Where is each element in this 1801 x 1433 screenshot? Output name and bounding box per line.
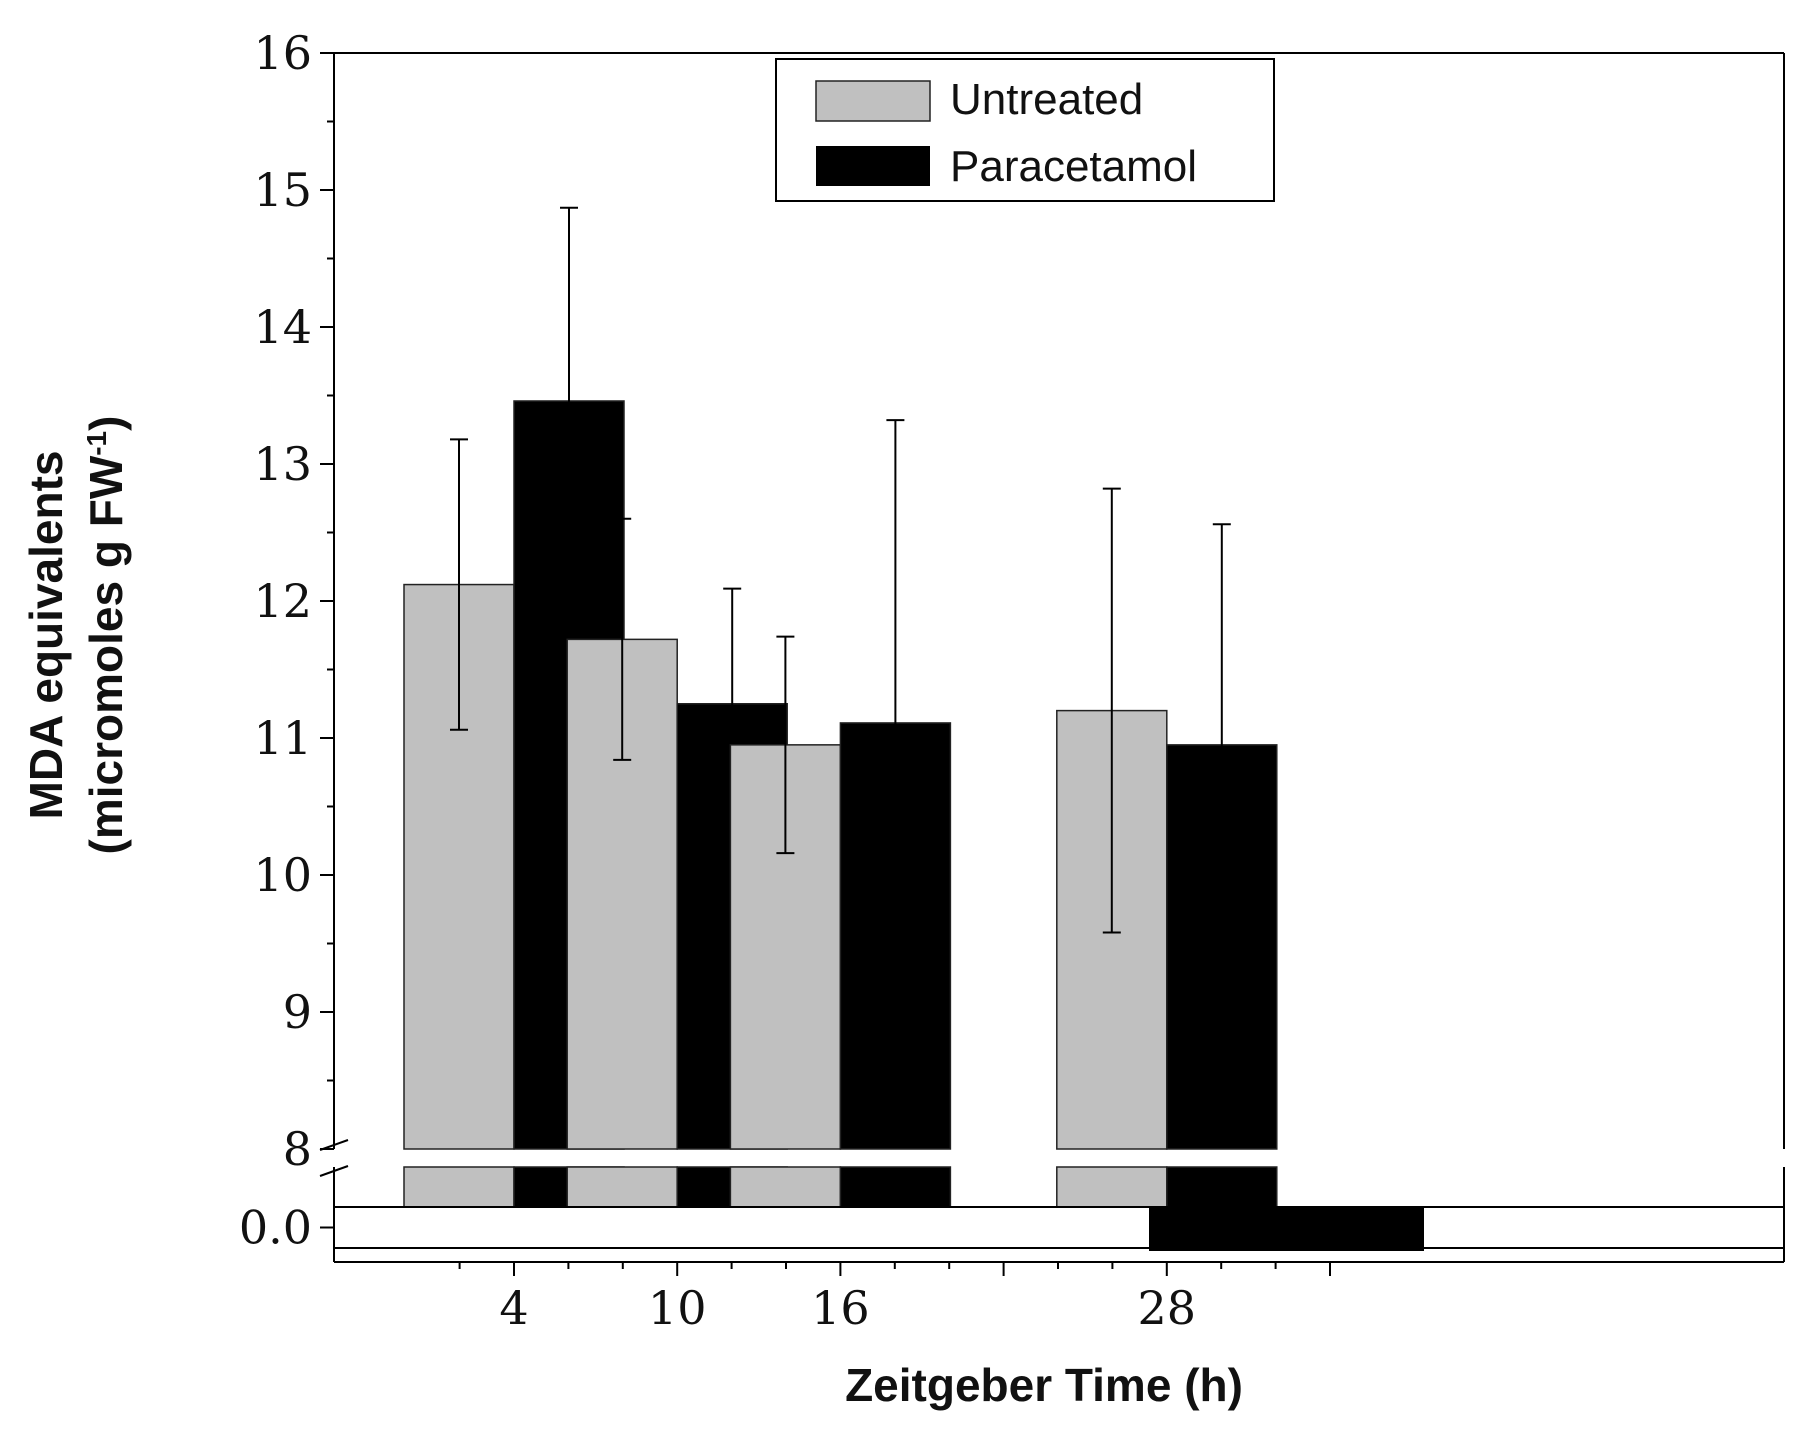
y-tick-label-8: 8 <box>283 1122 312 1176</box>
legend-label-untreated: Untreated <box>950 75 1143 124</box>
y-axis-title-line2: (micromoles g FW-1) <box>80 416 132 855</box>
legend-swatch-untreated <box>815 80 931 122</box>
legend-label-paracetamol: Paracetamol <box>950 142 1197 191</box>
bar-paracetamol-16-lower <box>839 1166 952 1208</box>
y-tick-label-15: 15 <box>253 163 312 217</box>
bar-paracetamol-28-lower <box>1166 1166 1278 1208</box>
axis-break-mark-bottom <box>319 1165 349 1177</box>
legend: Untreated Paracetamol <box>775 58 1275 202</box>
y-axis-title-line1: MDA equivalents <box>20 451 72 820</box>
x-tick-label-4: 4 <box>499 1281 528 1335</box>
bar-untreated-28-lower <box>1056 1166 1168 1208</box>
bars-layer <box>403 206 1424 1251</box>
x-tick-label-28: 28 <box>1138 1281 1197 1335</box>
bar-untreated-16-lower <box>729 1166 842 1208</box>
axes-layer: 8 9 10 11 12 13 14 15 16 0.0 4 10 16 28 <box>239 26 1785 1335</box>
y-tick-label-10: 10 <box>253 848 312 902</box>
y-tick-label-12: 12 <box>253 574 312 628</box>
y-tick-label-16: 16 <box>253 26 312 80</box>
y-tick-label-9: 9 <box>283 985 312 1039</box>
y-tick-label-lower: 0.0 <box>239 1201 312 1255</box>
x-axis-title: Zeitgeber Time (h) <box>845 1359 1243 1411</box>
y-tick-label-14: 14 <box>253 300 312 354</box>
x-tick-label-10: 10 <box>648 1281 707 1335</box>
x-tick-label-16: 16 <box>811 1281 870 1335</box>
y-axis-title: MDA equivalents (micromoles g FW-1) <box>20 416 132 855</box>
bar-untreated-10-lower <box>566 1166 678 1208</box>
legend-swatch-paracetamol <box>816 146 930 186</box>
y-tick-label-11: 11 <box>253 711 312 765</box>
bar-untreated-4-lower <box>403 1166 515 1208</box>
y-tick-label-13: 13 <box>253 437 312 491</box>
dark-period-bar <box>1149 1207 1424 1251</box>
